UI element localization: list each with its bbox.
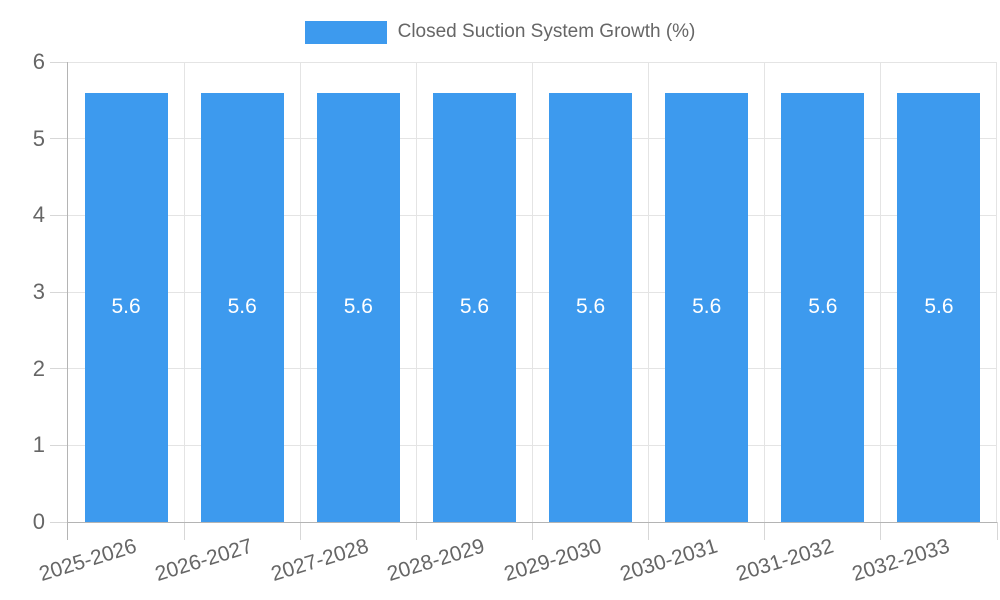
bar[interactable]: 5.6 <box>665 92 749 522</box>
bar-value-label: 5.6 <box>227 295 257 319</box>
bar-value-label: 5.6 <box>808 295 838 319</box>
x-axis-tick <box>415 522 417 540</box>
bar-value-label: 5.6 <box>459 295 490 319</box>
x-axis-tick <box>764 522 766 540</box>
y-axis-tick-label: 1 <box>32 432 45 458</box>
x-axis-tick <box>299 522 301 540</box>
bar[interactable]: 5.6 <box>432 92 516 522</box>
y-axis-tick <box>50 138 67 140</box>
y-axis-tick <box>50 521 67 523</box>
bar[interactable]: 5.6 <box>84 92 168 522</box>
bar-value-label: 5.6 <box>692 295 722 319</box>
bar[interactable]: 5.6 <box>200 92 284 522</box>
y-axis-tick-label: 0 <box>32 509 45 534</box>
y-axis-tick <box>50 368 67 370</box>
y-axis-tick-label: 4 <box>32 202 45 228</box>
y-axis-tick <box>50 444 67 446</box>
y-axis-tick-label: 6 <box>32 49 45 74</box>
bar[interactable]: 5.6 <box>549 92 633 522</box>
y-axis-tick <box>50 214 67 216</box>
plot-area: 5.6 5.6 5.6 5.6 5.6 5.6 5.6 5.6 <box>68 61 997 522</box>
x-axis-tick <box>996 522 998 540</box>
x-axis-tick <box>648 522 650 540</box>
bar-value-label: 5.6 <box>924 295 954 319</box>
bar-value-label: 5.6 <box>111 295 141 319</box>
legend[interactable]: Closed Suction System Growth (%) <box>0 20 1000 44</box>
y-axis-tick-label: 5 <box>32 125 45 151</box>
legend-label: Closed Suction System Growth (%) <box>397 21 696 42</box>
gridline-vertical <box>764 62 766 522</box>
bar[interactable]: 5.6 <box>897 92 981 522</box>
bar-value-label: 5.6 <box>575 295 606 319</box>
gridline-vertical <box>995 62 997 522</box>
y-axis-line <box>66 62 68 540</box>
bar[interactable]: 5.6 <box>316 92 400 522</box>
legend-swatch[interactable] <box>304 20 387 44</box>
gridline-vertical <box>415 62 417 522</box>
bar[interactable]: 5.6 <box>781 92 865 522</box>
gridline-vertical <box>648 62 650 522</box>
gridline-vertical <box>183 62 185 522</box>
y-axis-tick <box>50 61 67 63</box>
x-axis-tick <box>532 522 533 540</box>
y-axis-tick <box>50 291 67 293</box>
x-axis-line <box>66 521 997 523</box>
gridline-vertical <box>299 62 301 522</box>
gridline-vertical <box>880 62 882 522</box>
y-axis-tick-label: 2 <box>32 355 45 381</box>
x-axis-tick <box>880 522 882 540</box>
y-axis-tick-label: 3 <box>32 279 45 304</box>
bar-value-label: 5.6 <box>343 295 373 319</box>
x-axis-tick <box>183 522 185 540</box>
gridline-vertical <box>532 62 533 522</box>
